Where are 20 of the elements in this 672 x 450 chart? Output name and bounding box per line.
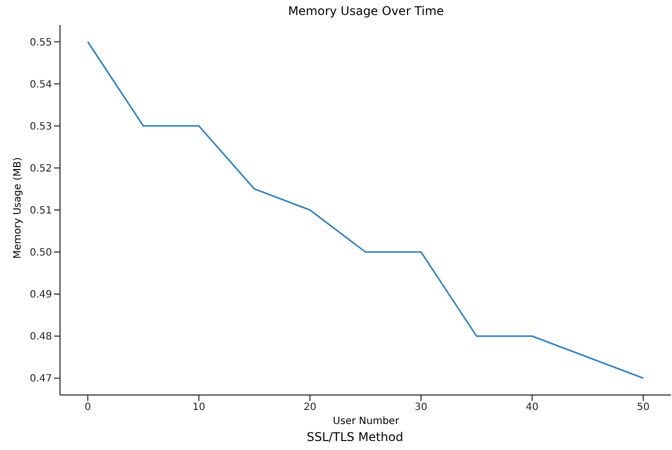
x-tick-label: 40 [526, 402, 539, 414]
y-tick-label: 0.50 [30, 248, 52, 259]
text: SSL/TLS Method [306, 430, 404, 444]
y-tick-label: 0.47 [30, 374, 52, 385]
line-series [87, 41, 644, 379]
x-tick-label: 30 [414, 402, 428, 414]
x-tick-label: 50 [636, 402, 650, 414]
y-tick-label: 0.55 [30, 37, 52, 48]
x-axis-title: User Number [332, 416, 400, 427]
y-tick-label: 0.52 [30, 164, 52, 175]
y-tick-label: 0.48 [30, 332, 52, 343]
x-tick-label: 0 [84, 402, 91, 414]
x-tick-label: 20 [304, 402, 316, 414]
y-tick-label: 0.49 [30, 290, 52, 301]
y-axis-title: Memory Usage (MB) [12, 157, 24, 259]
x-tick-label: 10 [192, 402, 206, 414]
y-tick-label: 0.54 [30, 79, 52, 90]
chart-title: Memory Usage Over Time [287, 4, 445, 18]
y-tick-label: 0.53 [30, 121, 52, 132]
y-tick-label: 0.51 [30, 206, 52, 217]
